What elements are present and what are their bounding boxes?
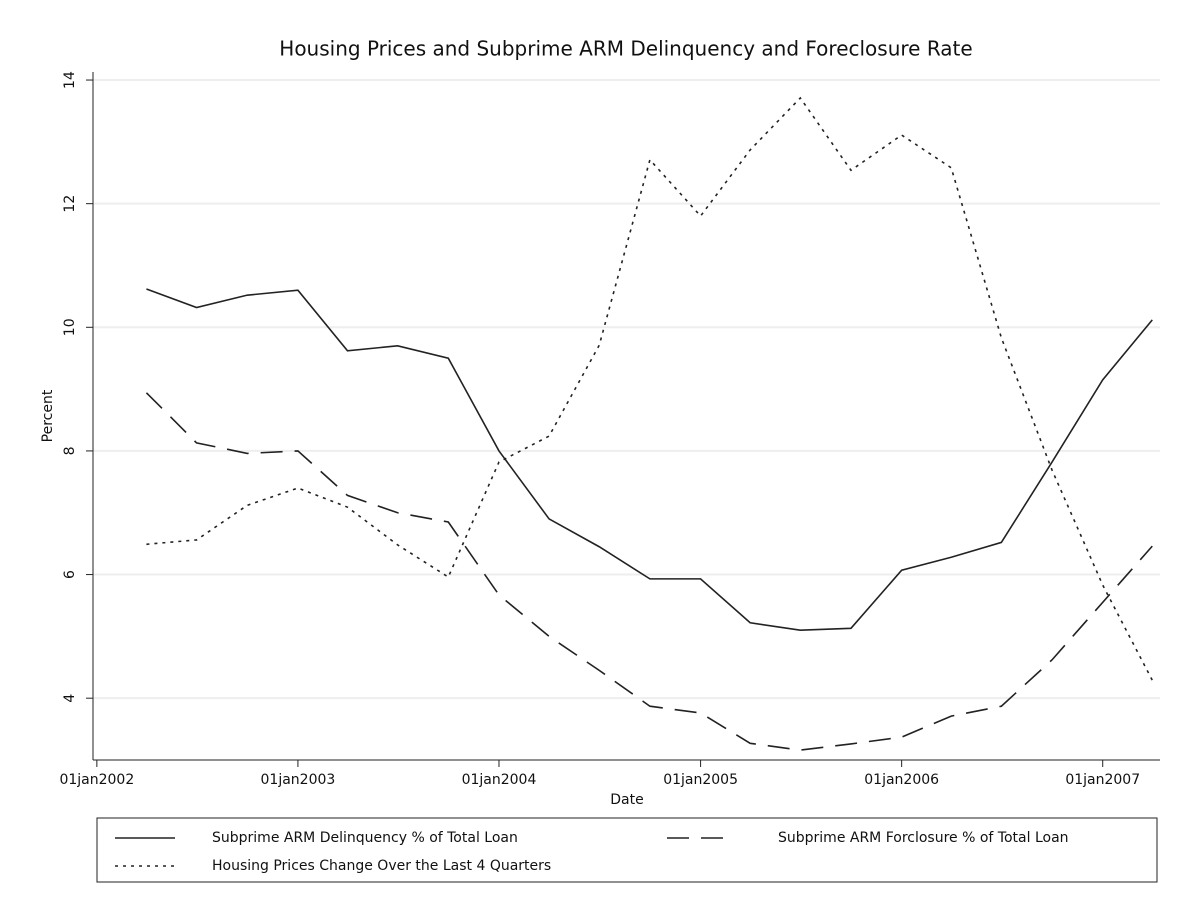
- series-line: [146, 288, 1153, 631]
- chart-title: Housing Prices and Subprime ARM Delinque…: [279, 37, 972, 61]
- legend-label: Subprime ARM Forclosure % of Total Loan: [778, 830, 1069, 846]
- y-tick-label: 8: [62, 446, 78, 455]
- x-tick-label: 01jan2006: [864, 772, 939, 788]
- legend-box: [96, 817, 1158, 883]
- x-tick-label: 01jan2003: [261, 772, 336, 788]
- y-tick-label: 14: [62, 71, 78, 89]
- x-tick-label: 01jan2005: [663, 772, 738, 788]
- y-axis-label: Percent: [40, 389, 56, 442]
- legend-label: Subprime ARM Delinquency % of Total Loan: [212, 830, 518, 846]
- x-tick-label: 01jan2004: [462, 772, 537, 788]
- series-line: [146, 96, 1153, 681]
- series-line: [145, 392, 1153, 751]
- x-tick-label: 01jan2007: [1065, 772, 1140, 788]
- y-tick-label: 12: [62, 195, 78, 213]
- x-tick-label: 01jan2002: [59, 772, 134, 788]
- x-axis-label: Date: [610, 792, 643, 808]
- legend-label: Housing Prices Change Over the Last 4 Qu…: [212, 858, 551, 874]
- y-tick-label: 6: [62, 570, 78, 579]
- y-tick-label: 4: [62, 694, 78, 703]
- y-tick-label: 10: [62, 318, 78, 336]
